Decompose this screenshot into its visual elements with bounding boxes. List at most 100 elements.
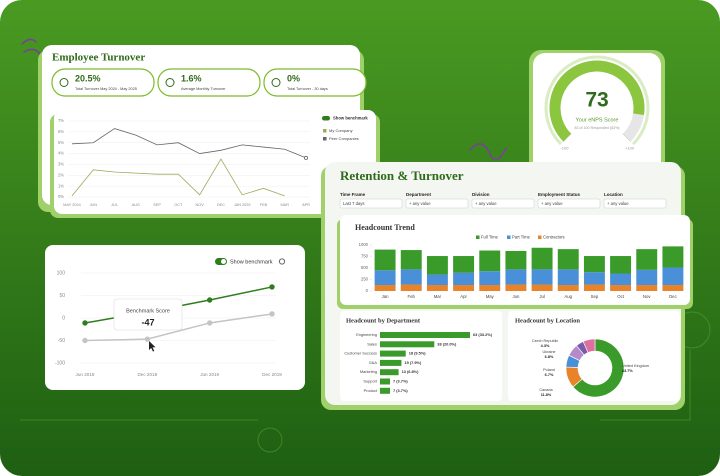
x-tick-label: MAY 2024 (63, 203, 80, 207)
y-tick-label: 4% (58, 151, 64, 156)
filter-value: + any value (409, 201, 431, 206)
settings-icon[interactable] (278, 258, 286, 265)
bar (380, 332, 470, 338)
kpi-value: 1.6% (181, 73, 202, 83)
y-tick-label: 500 (361, 265, 369, 270)
bar-segment (505, 269, 527, 285)
x-tick-label: Oct (617, 294, 624, 299)
card-title: Employee Turnover (52, 52, 145, 64)
x-tick-label: JUN (90, 203, 98, 207)
gauge-title: Your eNPS Score (576, 117, 619, 123)
filter-input[interactable] (537, 198, 601, 209)
cursor (149, 341, 156, 352)
bar-segment (583, 256, 605, 273)
kpi-icon (59, 78, 69, 87)
bar-segment (636, 269, 658, 286)
y-tick-label: 5% (58, 140, 64, 145)
filter-value: + any value (475, 201, 497, 206)
bar (380, 378, 390, 385)
filter-input[interactable] (339, 198, 403, 209)
bar-segment (557, 269, 579, 286)
series-line (84, 313, 273, 342)
legend-swatch (323, 137, 327, 141)
bar (380, 350, 406, 357)
toggle-knob (221, 259, 226, 264)
x-tick-label: AUG (132, 203, 140, 207)
tooltip-value: -47 (141, 317, 154, 327)
y-tick-label: 6% (58, 129, 64, 134)
kpi-pill (51, 68, 155, 97)
chart-title: Headcount by Department (346, 317, 421, 324)
x-tick-label: SEP (153, 203, 161, 207)
circuit-decoration (20, 311, 711, 453)
legend-label: Full Time (481, 235, 499, 240)
category-label: Customer Success (344, 351, 377, 356)
y-tick-label: 0 (366, 288, 369, 293)
bar-segment (557, 249, 579, 270)
filter-input[interactable] (405, 198, 469, 209)
bar-segment (610, 285, 632, 291)
panel-title: Retention & Turnover (340, 168, 464, 183)
value-label: 13 (6.8%) (402, 369, 420, 374)
x-tick-label: Feb (408, 294, 416, 299)
kpi-label: Average Monthly Turnover (181, 87, 226, 91)
x-tick-label: OCT (174, 203, 183, 207)
kpi-value: 20.5% (75, 73, 101, 83)
gauge-value (549, 60, 645, 142)
filter-input[interactable] (603, 198, 667, 209)
series-line (71, 158, 285, 197)
bar-segment (662, 285, 684, 291)
x-tick-label: Dec (669, 294, 677, 299)
filter-value: Last 7 days (343, 201, 364, 206)
filter-label: Location (604, 192, 623, 197)
bar-segment (662, 267, 684, 286)
bar (380, 387, 390, 394)
y-tick-label: -50 (58, 338, 65, 344)
slice-value: 6.7% (545, 373, 554, 377)
category-label: Support (363, 379, 378, 384)
x-tick-label: Jan (382, 294, 390, 299)
series-marker (206, 297, 213, 303)
x-tick-label: Jun (512, 294, 520, 299)
filter-label: Department (406, 192, 432, 197)
gauge-tick-label: +100 (625, 146, 635, 151)
bar-segment (610, 256, 632, 274)
toggle[interactable] (322, 116, 330, 121)
x-tick-label: Mar (434, 294, 442, 299)
y-tick-label: 3% (58, 162, 64, 167)
bar-segment (505, 250, 527, 270)
category-label: Product (364, 388, 378, 393)
gauge-tick (622, 133, 632, 143)
legend-swatch (538, 235, 542, 239)
toggle-label: Show benchmark (230, 259, 273, 265)
bar-segment (453, 256, 475, 273)
x-tick-label: Dec 2018 (137, 372, 157, 377)
kpi-value: 0% (287, 73, 300, 83)
series-marker (206, 320, 213, 326)
series-marker (269, 311, 275, 317)
x-tick-label: FEB (260, 203, 268, 207)
category-label: Sales (367, 341, 377, 346)
category-label: Engineering (356, 332, 377, 337)
legend-swatch (507, 235, 511, 239)
bar-segment (610, 273, 632, 286)
bar (380, 359, 402, 366)
y-tick-label: 7% (58, 118, 64, 123)
bar-segment (557, 285, 579, 291)
kpi-label: Total Turnover May 2024 - May 2025 (75, 87, 137, 91)
filter-input[interactable] (471, 198, 535, 209)
filter-value: + any value (541, 201, 563, 206)
x-tick-label: JAN 2025 (234, 203, 251, 207)
x-tick-label: MAR (281, 203, 290, 207)
gauge-tick (562, 133, 572, 143)
bar-segment (636, 249, 658, 270)
x-tick-label: NOV (196, 203, 205, 207)
series-marker (82, 337, 88, 344)
series-line (71, 128, 307, 159)
y-tick-label: 750 (361, 254, 369, 259)
gauge-number: 73 (585, 89, 608, 112)
slice-label: Canada (539, 388, 553, 392)
value-label: 38 (20.0%) (437, 341, 457, 346)
gauge-tick-label: -100 (560, 146, 569, 151)
x-tick-label: Apr (460, 294, 467, 299)
